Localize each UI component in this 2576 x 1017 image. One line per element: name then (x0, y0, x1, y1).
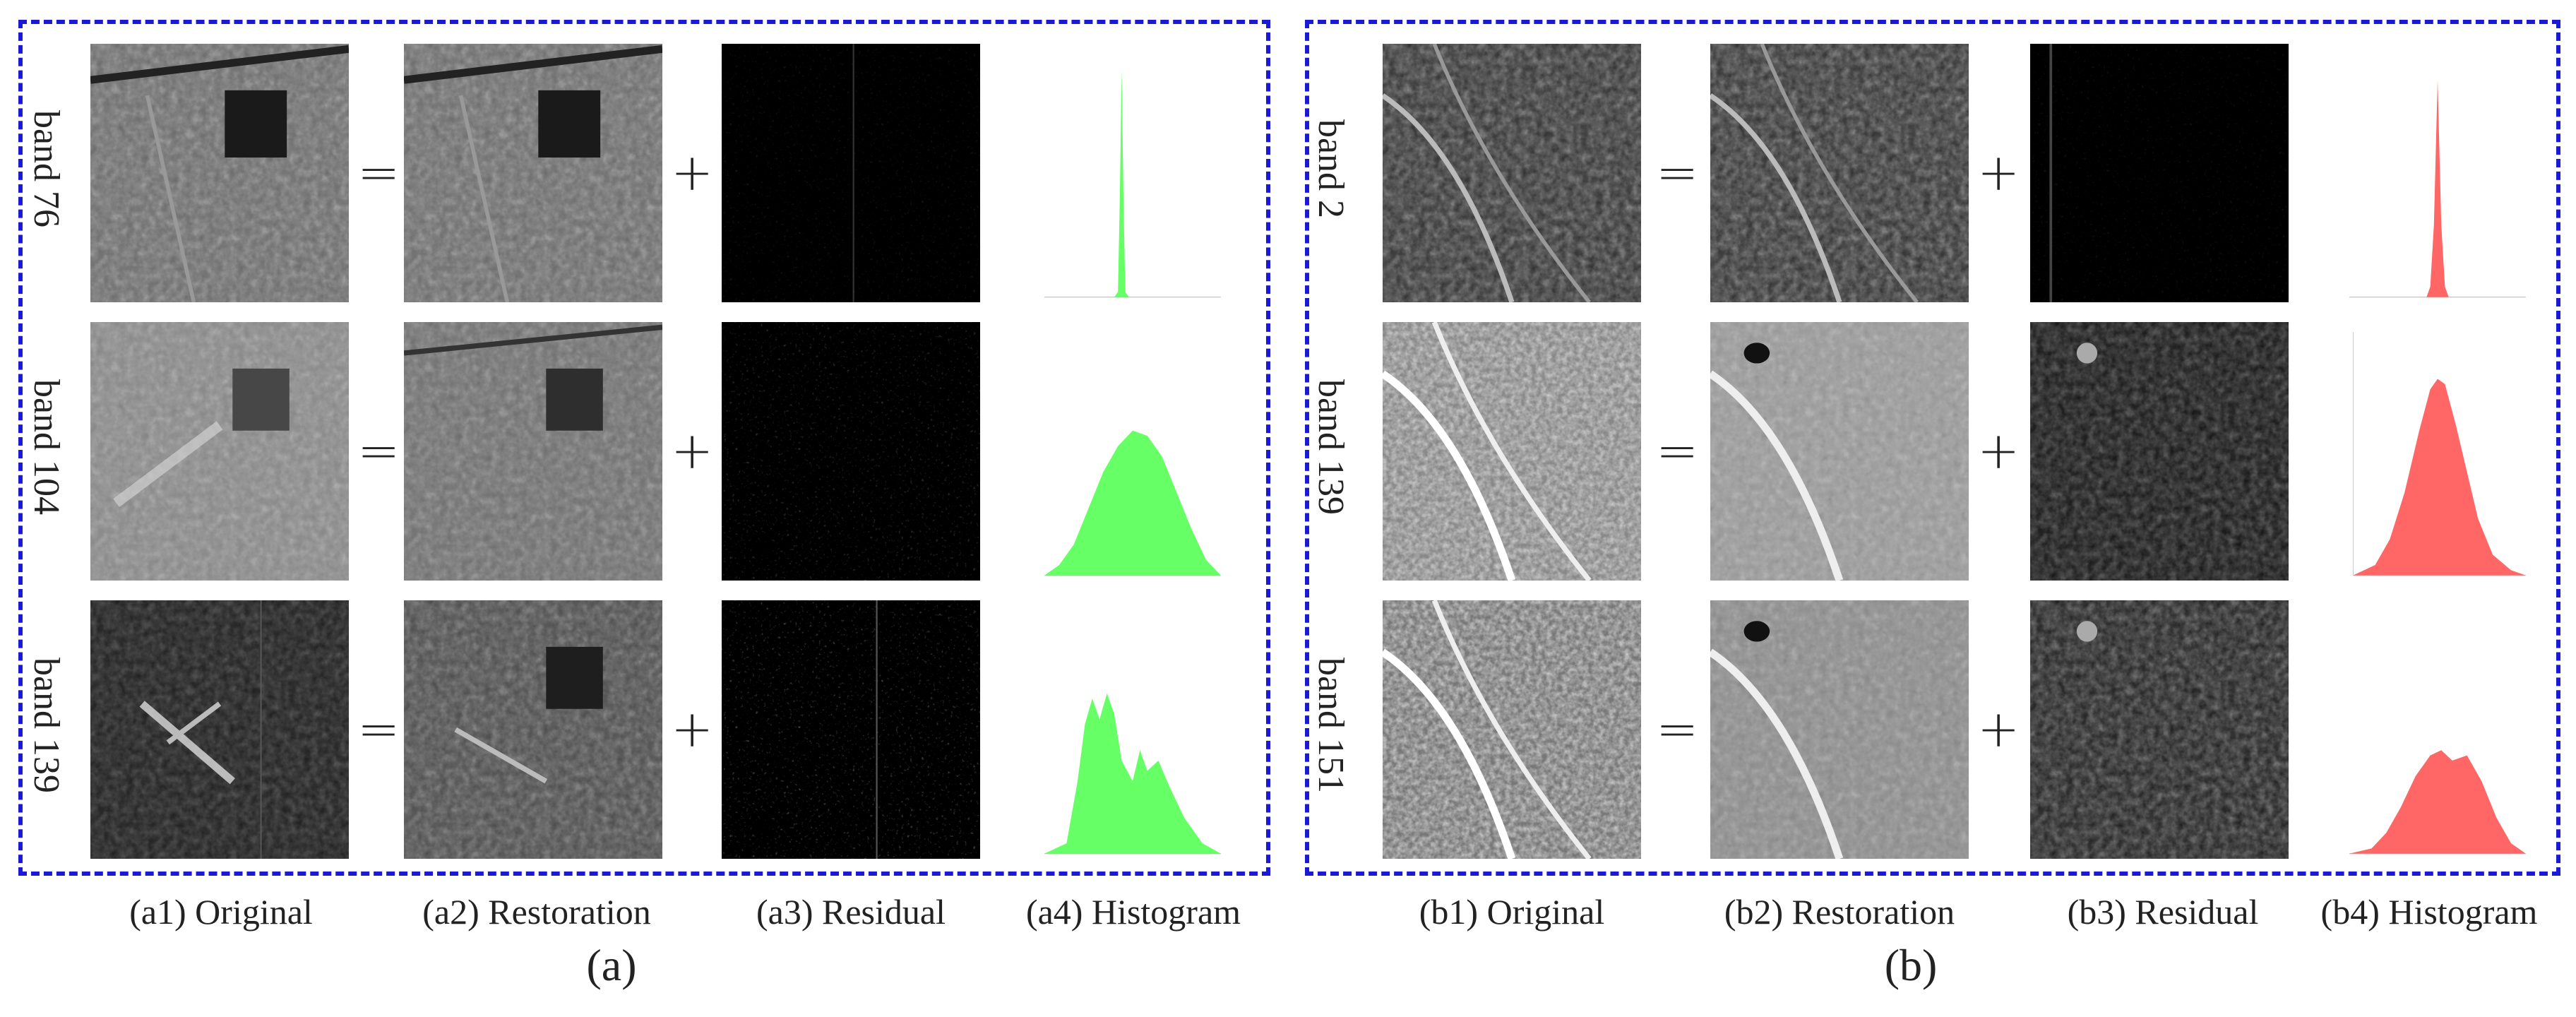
caption-a2: (a2) Restoration (422, 892, 651, 932)
image-a1-row1 (90, 44, 349, 302)
image-a3-row1 (722, 44, 980, 302)
panel-letter-a: (a) (586, 940, 637, 990)
caption-b4: (b4) Histogram (2320, 892, 2538, 932)
band-label-b-row1: band 2 (1311, 119, 1351, 219)
equals-sign-a-row2: = (357, 421, 400, 480)
histogram-b4-row2 (2346, 322, 2529, 581)
panel-b-frame (1305, 20, 2560, 876)
equals-sign-b-row1: = (1656, 143, 1699, 202)
image-a2-row2 (404, 322, 662, 581)
caption-b2: (b2) Restoration (1724, 892, 1955, 932)
band-label-b-row3: band 151 (1311, 657, 1351, 794)
panel-letter-b: (b) (1884, 940, 1938, 990)
caption-a3: (a3) Residual (756, 892, 946, 932)
histogram-b4-row1 (2346, 44, 2529, 302)
caption-b1: (b1) Original (1419, 892, 1605, 932)
plus-sign-b-row2: + (1977, 421, 2020, 480)
equals-sign-b-row3: = (1656, 699, 1699, 759)
image-b1-row1 (1383, 44, 1641, 302)
image-a2-row3 (404, 600, 662, 859)
band-label-b-row2: band 139 (1311, 379, 1351, 516)
caption-b3: (b3) Residual (2067, 892, 2259, 932)
plus-sign-a-row3: + (671, 699, 714, 759)
image-b3-row3 (2030, 600, 2289, 859)
equals-sign-a-row1: = (357, 143, 400, 202)
plus-sign-a-row1: + (671, 143, 714, 202)
equals-sign-a-row3: = (357, 699, 400, 759)
image-b1-row2 (1383, 322, 1641, 581)
image-b3-row1 (2030, 44, 2289, 302)
band-label-a-row3: band 139 (26, 657, 66, 794)
image-a3-row3 (722, 600, 980, 859)
image-b1-row3 (1383, 600, 1641, 859)
image-b2-row1 (1710, 44, 1969, 302)
panel-a-frame (18, 20, 1270, 876)
image-a1-row2 (90, 322, 349, 581)
caption-a4: (a4) Histogram (1025, 892, 1241, 932)
band-label-a-row1: band 76 (26, 109, 66, 228)
image-b3-row2 (2030, 322, 2289, 581)
image-b2-row3 (1710, 600, 1969, 859)
histogram-a4-row3 (1041, 600, 1224, 859)
image-b2-row2 (1710, 322, 1969, 581)
plus-sign-b-row1: + (1977, 143, 2020, 202)
histogram-a4-row1 (1041, 44, 1224, 302)
image-a3-row2 (722, 322, 980, 581)
plus-sign-b-row3: + (1977, 699, 2020, 759)
band-label-a-row2: band 104 (26, 379, 66, 516)
caption-a1: (a1) Original (129, 892, 313, 932)
plus-sign-a-row2: + (671, 421, 714, 480)
histogram-a4-row2 (1041, 322, 1224, 581)
equals-sign-b-row2: = (1656, 421, 1699, 480)
histogram-b4-row3 (2346, 600, 2529, 859)
image-a1-row3 (90, 600, 349, 859)
image-a2-row1 (404, 44, 662, 302)
